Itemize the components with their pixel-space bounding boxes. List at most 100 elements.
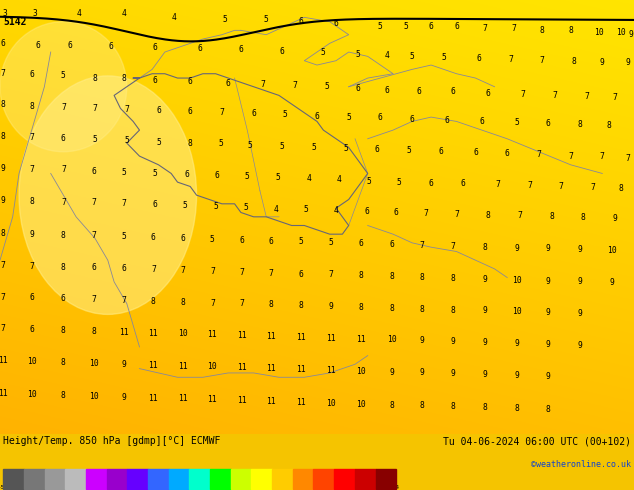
Text: 6: 6	[314, 112, 320, 121]
Text: 7: 7	[91, 231, 96, 241]
Text: 7: 7	[527, 181, 532, 190]
Text: 6: 6	[269, 237, 274, 245]
Text: 7: 7	[424, 209, 429, 218]
Text: 5: 5	[299, 238, 304, 246]
Text: 8: 8	[1, 132, 6, 141]
Bar	[3, 468, 24, 489]
Text: 7: 7	[292, 81, 297, 90]
Text: 6: 6	[410, 115, 415, 124]
Text: -8: -8	[174, 485, 181, 490]
Text: 9: 9	[419, 336, 424, 345]
Text: 5: 5	[243, 203, 249, 212]
Text: 6: 6	[156, 106, 161, 115]
Text: 9: 9	[121, 392, 126, 402]
Text: 6: 6	[188, 107, 193, 117]
Text: 6: 6	[1, 39, 6, 48]
Text: 11: 11	[148, 361, 158, 369]
Text: 6: 6	[444, 116, 450, 124]
Text: 8: 8	[514, 404, 519, 413]
Text: 6: 6	[333, 19, 339, 28]
Text: 6: 6	[188, 77, 193, 86]
Text: 8: 8	[93, 74, 98, 82]
Text: 5: 5	[397, 178, 402, 187]
Text: 6: 6	[454, 23, 459, 31]
Text: 8: 8	[546, 405, 551, 414]
Text: 9: 9	[546, 340, 551, 349]
Text: 9: 9	[578, 309, 583, 318]
Text: 9: 9	[612, 215, 618, 223]
Text: 5: 5	[275, 173, 280, 182]
Text: 5: 5	[410, 52, 415, 61]
Text: 8: 8	[482, 243, 488, 252]
Text: 3: 3	[32, 8, 37, 18]
Text: 11: 11	[326, 366, 336, 375]
Text: -12: -12	[151, 485, 161, 490]
Ellipse shape	[0, 22, 127, 152]
Text: 6: 6	[505, 149, 510, 158]
Text: 5: 5	[248, 141, 253, 150]
Text: Tu 04-06-2024 06:00 UTC (00+102): Tu 04-06-2024 06:00 UTC (00+102)	[443, 437, 631, 446]
Text: 8: 8	[29, 102, 34, 111]
Text: 8: 8	[61, 391, 66, 400]
Text: 7: 7	[568, 151, 573, 161]
Text: Height/Temp. 850 hPa [gdmp][°C] ECMWF: Height/Temp. 850 hPa [gdmp][°C] ECMWF	[3, 437, 221, 446]
Text: 9: 9	[578, 341, 583, 350]
Text: 8: 8	[188, 139, 193, 147]
Text: 6: 6	[451, 87, 456, 97]
Text: 6: 6	[91, 264, 96, 272]
Text: 11: 11	[266, 364, 276, 373]
Text: 5: 5	[93, 135, 98, 144]
Text: 11: 11	[207, 330, 217, 339]
Text: 54: 54	[392, 485, 400, 490]
Text: 8: 8	[61, 358, 66, 367]
Text: 6: 6	[486, 89, 491, 98]
Text: 8: 8	[419, 305, 424, 314]
Text: 8: 8	[540, 26, 545, 35]
Text: 42: 42	[349, 485, 356, 490]
Text: 7: 7	[219, 108, 224, 117]
Text: 6: 6	[108, 42, 113, 51]
Text: 6: 6	[29, 70, 34, 79]
Text: 12: 12	[240, 485, 247, 490]
Bar	[148, 468, 169, 489]
Text: 9: 9	[451, 369, 456, 378]
Text: 7: 7	[508, 55, 513, 64]
Bar	[334, 468, 355, 489]
Text: 5: 5	[213, 202, 218, 211]
Text: 6: 6	[416, 87, 421, 96]
Bar	[190, 468, 210, 489]
Text: 6: 6	[299, 17, 304, 26]
Text: 3: 3	[3, 8, 8, 18]
Text: 10: 10	[89, 359, 99, 368]
Text: 5: 5	[283, 110, 288, 120]
Text: 7: 7	[29, 262, 34, 271]
Text: 18: 18	[262, 485, 269, 490]
Text: 6: 6	[280, 47, 285, 56]
Text: 8: 8	[121, 74, 126, 83]
Text: 5: 5	[321, 49, 326, 57]
Text: 8: 8	[61, 230, 66, 240]
Text: 4: 4	[384, 51, 389, 60]
Text: 5: 5	[324, 82, 329, 91]
Bar	[107, 468, 127, 489]
Text: -24: -24	[107, 485, 118, 490]
Bar	[252, 468, 272, 489]
Text: 7: 7	[61, 197, 66, 207]
Text: 8: 8	[451, 402, 456, 411]
Text: 11: 11	[0, 356, 8, 366]
Text: -42: -42	[42, 485, 52, 490]
Text: -38: -38	[63, 485, 74, 490]
Text: 5: 5	[153, 169, 158, 178]
Text: 7: 7	[261, 80, 266, 89]
Text: 8: 8	[419, 273, 424, 282]
Bar	[293, 468, 313, 489]
Text: 48: 48	[371, 485, 378, 490]
Text: 10: 10	[207, 363, 217, 371]
Text: 5: 5	[346, 113, 351, 122]
Text: 7: 7	[454, 210, 459, 219]
Text: 11: 11	[0, 389, 8, 398]
Text: 9: 9	[625, 58, 630, 68]
Ellipse shape	[19, 76, 197, 315]
Text: 9: 9	[1, 196, 6, 205]
Text: 10: 10	[27, 390, 37, 399]
